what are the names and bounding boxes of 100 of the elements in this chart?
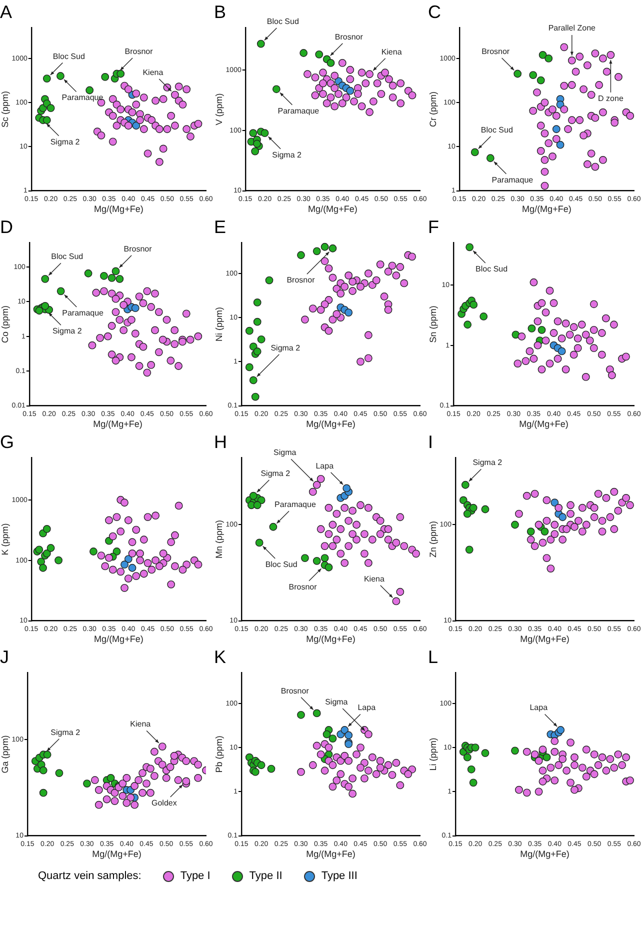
point: [108, 290, 116, 298]
point: [182, 310, 190, 318]
point: [39, 788, 48, 797]
point: [324, 264, 333, 272]
point: [538, 365, 546, 374]
point: [602, 494, 610, 502]
point: [542, 753, 551, 762]
point: [148, 116, 156, 124]
point: [112, 267, 120, 276]
point: [186, 336, 194, 344]
y-axis-title: V (ppm): [214, 93, 224, 126]
point: [459, 496, 468, 504]
point: [346, 86, 354, 95]
legend-title: Quartz vein samples:: [38, 870, 142, 882]
point: [586, 336, 594, 344]
point: [324, 504, 333, 512]
point: [194, 332, 202, 340]
point: [606, 755, 614, 763]
point: [590, 326, 598, 334]
annotation: Paramaque: [274, 500, 316, 510]
point: [94, 800, 103, 809]
point: [356, 358, 364, 366]
point: [311, 73, 320, 82]
y-axis-title: Cr (ppm): [428, 91, 438, 127]
point: [587, 150, 596, 158]
chart-title: G: [0, 432, 14, 452]
point: [582, 330, 590, 339]
point: [574, 334, 582, 342]
point: [610, 764, 618, 772]
point: [610, 488, 618, 496]
point: [518, 332, 526, 340]
point: [540, 98, 549, 107]
point: [108, 350, 116, 358]
point: [552, 125, 560, 134]
point: [466, 243, 474, 252]
point: [328, 782, 337, 791]
point: [120, 301, 128, 309]
point: [570, 753, 578, 762]
point: [376, 530, 384, 538]
point: [328, 244, 337, 252]
point: [558, 513, 567, 522]
point: [158, 742, 166, 750]
point: [152, 96, 160, 105]
point: [140, 94, 148, 102]
point: [380, 292, 388, 300]
point: [590, 504, 598, 512]
x-axis-title: Mg/(Mg+Fe): [520, 849, 570, 860]
point: [249, 342, 258, 351]
point: [550, 737, 559, 746]
y-axis-title: Mn (ppm): [214, 520, 224, 558]
point: [158, 336, 167, 344]
chart-title: K: [214, 646, 226, 667]
point: [255, 538, 264, 547]
point: [251, 147, 260, 156]
point: [106, 774, 115, 782]
point: [566, 330, 574, 339]
point: [580, 85, 588, 94]
point: [150, 748, 158, 756]
point: [194, 760, 202, 769]
point: [174, 82, 183, 91]
point: [112, 294, 120, 303]
point: [256, 40, 265, 48]
point: [336, 550, 345, 558]
point: [574, 344, 582, 352]
point: [152, 512, 160, 520]
point: [118, 780, 127, 788]
point: [340, 504, 349, 512]
point: [43, 750, 52, 759]
point: [376, 756, 384, 765]
point: [408, 91, 416, 100]
point: [304, 70, 312, 78]
point: [138, 788, 146, 797]
point: [253, 318, 262, 326]
point: [324, 530, 333, 538]
point: [340, 726, 349, 734]
chart-title: F: [428, 216, 439, 237]
point: [308, 761, 317, 770]
point: [591, 162, 600, 171]
point: [166, 763, 174, 771]
point: [342, 93, 350, 102]
point: [381, 68, 390, 77]
annotation: Sigma 2: [50, 137, 80, 146]
point: [566, 501, 574, 510]
point: [297, 768, 305, 776]
point: [326, 93, 335, 102]
point: [550, 520, 559, 529]
point: [108, 566, 117, 574]
y-axis-title: Li (ppm): [428, 738, 438, 771]
point: [330, 72, 339, 80]
point: [128, 549, 136, 558]
point: [606, 50, 615, 59]
point: [526, 528, 535, 536]
point: [134, 776, 143, 784]
annotation: Brosnor: [482, 46, 510, 56]
point: [324, 326, 333, 335]
chart-title: C: [428, 2, 441, 22]
point: [598, 516, 606, 525]
point: [136, 549, 144, 558]
point: [132, 100, 140, 109]
point: [529, 71, 538, 80]
